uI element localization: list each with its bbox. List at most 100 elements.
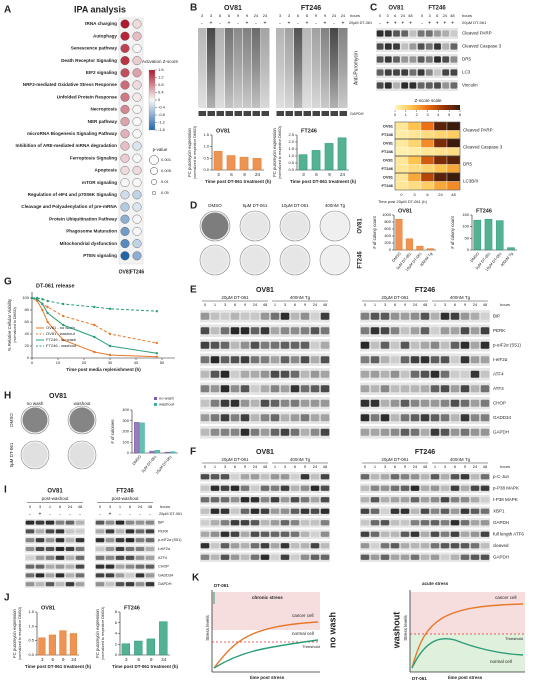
blot-band bbox=[380, 399, 390, 407]
lane-treatment: + bbox=[109, 511, 112, 517]
lane-treatment: + bbox=[436, 20, 439, 26]
blot-band bbox=[410, 497, 420, 503]
blot-band bbox=[145, 546, 155, 552]
drug-label: DT-061 bbox=[214, 583, 229, 588]
blot-band bbox=[450, 385, 460, 393]
blot-band bbox=[370, 554, 380, 560]
blot-band bbox=[360, 485, 370, 491]
lane-hour: 24 bbox=[253, 302, 258, 307]
blot-band bbox=[310, 497, 320, 503]
blot-band bbox=[115, 582, 125, 587]
blot-band bbox=[320, 428, 330, 436]
blot bbox=[95, 527, 155, 535]
blot-band bbox=[310, 385, 320, 393]
x-tick-label: 6 bbox=[137, 657, 140, 662]
lane-hour: 6 bbox=[454, 464, 457, 469]
lane-hour: 1 bbox=[274, 302, 277, 307]
bar bbox=[324, 143, 334, 171]
x-tick-label: 9 bbox=[243, 172, 246, 177]
row-label: OV81 bbox=[383, 123, 394, 128]
blot-band bbox=[300, 428, 310, 436]
blot-band bbox=[280, 554, 290, 560]
colorbar-label: 1.6 bbox=[158, 67, 164, 72]
blot-band bbox=[200, 312, 210, 320]
protein-label: Cleaved PARP bbox=[462, 31, 492, 36]
blot-band bbox=[320, 356, 330, 364]
blot-band bbox=[220, 327, 230, 335]
blot-band bbox=[434, 43, 441, 50]
colonies bbox=[241, 246, 269, 274]
y-tick-label: 40 bbox=[25, 331, 30, 336]
lane-hour: 0 bbox=[204, 302, 207, 307]
blot-band bbox=[450, 43, 458, 50]
blot-band bbox=[360, 554, 370, 560]
blot-band bbox=[401, 82, 409, 89]
blot bbox=[95, 536, 155, 544]
bar bbox=[48, 634, 56, 656]
blot-band bbox=[409, 56, 417, 63]
blot-band bbox=[370, 531, 380, 537]
cell-label: OV81 bbox=[47, 489, 63, 495]
blot-band bbox=[210, 370, 220, 378]
loading-band bbox=[285, 111, 293, 116]
chart-title: FT246 bbox=[476, 208, 492, 214]
heat-cell bbox=[446, 121, 461, 131]
row-label: FT246 bbox=[381, 183, 393, 188]
blot-band bbox=[370, 508, 380, 514]
blot-band bbox=[55, 582, 65, 587]
heat-cell bbox=[433, 130, 448, 140]
lane-treatment: - bbox=[139, 511, 141, 517]
blot-band bbox=[45, 573, 55, 578]
lane-hour: 24 bbox=[138, 504, 143, 509]
blot-band bbox=[470, 474, 480, 480]
treatment-label: 20µM DT-061 bbox=[221, 295, 249, 300]
blot-band bbox=[125, 520, 135, 525]
blot-band bbox=[240, 341, 250, 349]
cell-label: FT246 bbox=[415, 287, 435, 294]
blot-band bbox=[280, 543, 290, 549]
blot-band bbox=[200, 543, 210, 549]
blot-band bbox=[360, 543, 370, 549]
blot-band bbox=[230, 554, 240, 560]
blot-band bbox=[65, 555, 75, 560]
blot-band bbox=[440, 520, 450, 526]
bar bbox=[226, 155, 236, 171]
dot bbox=[120, 165, 130, 175]
stress-label: chronic stress bbox=[252, 595, 283, 600]
heat-cell bbox=[420, 121, 435, 131]
heat-cell bbox=[407, 172, 422, 182]
lane-hour: 24 bbox=[443, 13, 448, 18]
pathway-label: Autophagy bbox=[93, 33, 117, 38]
x-tick-label: 9 bbox=[62, 657, 65, 662]
blot-band bbox=[290, 531, 300, 537]
panel-title: IPA analysis bbox=[74, 4, 126, 14]
protein-label: BiP bbox=[158, 521, 164, 525]
blot-band bbox=[220, 341, 230, 349]
y-axis-label: (normalized to DMSO) bbox=[13, 307, 17, 343]
blot-band bbox=[409, 43, 417, 50]
blot-band bbox=[35, 573, 45, 578]
lane-hour: 1 bbox=[214, 464, 217, 469]
scale-title: Z-score scale bbox=[414, 98, 442, 103]
blot-lane bbox=[207, 28, 216, 108]
x-tick-label: DMSO bbox=[391, 252, 401, 263]
plate bbox=[239, 210, 271, 242]
legend-label: OV81 - washout bbox=[46, 331, 76, 336]
lane-hour: 0 bbox=[379, 13, 382, 18]
blot-band bbox=[401, 56, 409, 63]
dot bbox=[132, 141, 142, 151]
panel-letter: H bbox=[4, 391, 11, 402]
blot-band bbox=[290, 414, 300, 422]
lane-hour: 1 bbox=[434, 302, 437, 307]
heat-cell bbox=[420, 172, 435, 182]
x-tick-label: 24 bbox=[161, 657, 167, 662]
treatment-label: 400nM Tg bbox=[290, 457, 311, 462]
blot-band bbox=[220, 520, 230, 526]
blot-band bbox=[425, 43, 433, 50]
blot-band bbox=[35, 555, 45, 560]
lane-treatment: + bbox=[39, 511, 42, 517]
heat-cell bbox=[433, 121, 448, 131]
blot-band bbox=[115, 573, 125, 578]
heat-cell bbox=[446, 147, 461, 157]
blot-band bbox=[460, 370, 470, 378]
